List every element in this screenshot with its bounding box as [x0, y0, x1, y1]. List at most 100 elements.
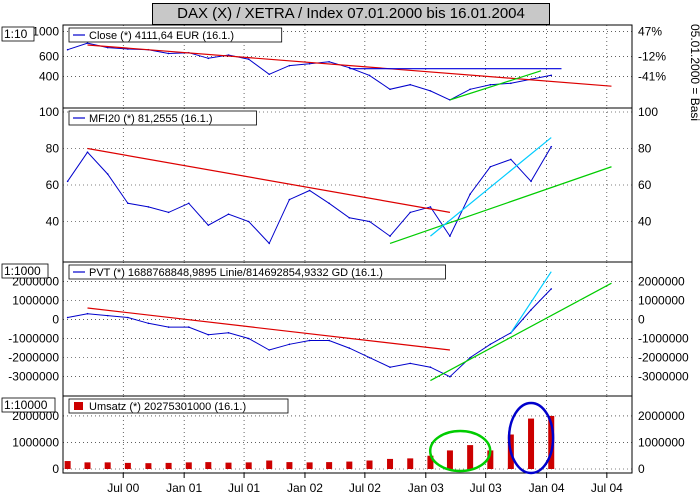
pvt-ytick-right-1: 1000000: [638, 293, 685, 307]
price-point-10: [268, 73, 271, 76]
mfi-point-18: [429, 206, 432, 208]
pvt-point-23: [530, 309, 532, 311]
mfi-point-16: [389, 235, 391, 237]
price-point-20: [469, 88, 471, 91]
pvt-trendline-0: [87, 307, 451, 351]
pvt-ytick-right-3: -1000000: [638, 332, 689, 346]
pvt-scale-label: 1:1000: [4, 264, 41, 278]
pvt-point-3: [127, 316, 129, 319]
mfi-trendline-0: [87, 147, 451, 213]
volume-bar-19: [446, 450, 453, 469]
price-scale-label-box: [1, 26, 35, 42]
price-ytick-right-1: -12%: [638, 50, 666, 64]
price-point-17: [409, 83, 412, 86]
mfi-ytick-right-3: 40: [638, 215, 652, 229]
pvt-ytick-right-0: 2000000: [638, 274, 685, 288]
mfi-point-0: [66, 180, 69, 183]
xtick-label-8: Jul 04: [591, 481, 623, 495]
pvt-point-1: [86, 312, 89, 315]
price-legend-box: [68, 27, 283, 43]
price-ytick-right-0: 47%: [638, 24, 662, 38]
volume-bar-4: [145, 463, 152, 469]
mfi-ytick-right-0: 100: [638, 105, 658, 119]
price-legend-text: Close (*) 4111,64 EUR (16.1.): [89, 30, 234, 42]
pvt-ytick-right-4: -2000000: [638, 351, 689, 365]
volume-ytick-left-0: 2000000: [12, 409, 59, 423]
price-ytick-left-0: 1000: [32, 24, 59, 38]
price-point-11: [288, 64, 291, 67]
xtick-label-0: Jul 00: [107, 481, 139, 495]
mfi-legend-text: MFI20 (*) 81,2555 (16.1.): [89, 113, 213, 125]
volume-frame: [62, 395, 633, 474]
mfi-point-24: [550, 145, 553, 148]
mfi-point-19: [449, 235, 451, 237]
price-point-13: [328, 61, 330, 63]
price-series-line: [67, 42, 552, 101]
mfi-point-17: [409, 211, 412, 214]
mfi-legend-box: [68, 110, 257, 126]
volume-bar-3: [124, 462, 131, 469]
volume-bar-23: [528, 418, 535, 469]
xtick-label-5: Jan 03: [408, 481, 444, 495]
pvt-series-line: [67, 288, 552, 378]
pvt-ytick-left-3: -1000000: [8, 332, 59, 346]
price-point-22: [510, 82, 512, 85]
price-point-18: [429, 90, 432, 92]
volume-bar-14: [346, 461, 353, 469]
volume-legend-text: Umsatz (*) 20275301000 (16.1.): [89, 401, 246, 413]
mfi-point-13: [328, 202, 330, 205]
volume-ytick-left-1: 1000000: [12, 435, 59, 449]
volume-bar-20: [467, 445, 474, 469]
pvt-ytick-right-5: -3000000: [638, 370, 689, 384]
pvt-legend-text: PVT (*) 1688768848,9895 Linie/814692854,…: [89, 267, 383, 279]
pvt-point-21: [489, 343, 492, 346]
price-point-12: [308, 62, 311, 65]
volume-bar-1: [84, 462, 91, 469]
mfi-point-15: [368, 220, 371, 223]
volume-scale-label-box: [1, 397, 56, 413]
mfi-point-2: [106, 173, 109, 175]
volume-scale-label: 1:10000: [4, 398, 48, 412]
volume-bar-11: [286, 462, 293, 469]
mfi-ytick-left-2: 60: [46, 178, 60, 192]
mfi-point-7: [207, 224, 210, 226]
pvt-point-16: [389, 366, 391, 368]
volume-bar-15: [366, 460, 373, 469]
pvt-point-19: [449, 375, 451, 378]
mfi-ytick-right-1: 80: [638, 142, 652, 156]
mfi-point-20: [469, 193, 471, 195]
pvt-point-12: [308, 339, 311, 342]
price-trendline-2: [449, 70, 542, 101]
mfi-ytick-left-1: 80: [46, 142, 60, 156]
volume-bar-6: [185, 462, 192, 469]
xtick-label-6: Jul 03: [470, 481, 502, 495]
mfi-trendline-2: [430, 137, 552, 237]
mfi-point-12: [308, 189, 311, 192]
pvt-point-9: [247, 337, 250, 340]
volume-ytick-right-0: 2000000: [638, 409, 685, 423]
volume-bar-21: [487, 450, 494, 469]
pvt-point-13: [328, 339, 330, 342]
volume-bar-7: [205, 462, 212, 469]
volume-bar-9: [245, 462, 252, 469]
mfi-point-1: [86, 151, 89, 153]
mfi-series-line: [67, 146, 552, 245]
mfi-point-5: [167, 211, 170, 214]
price-ytick-right-2: -41%: [638, 70, 666, 84]
volume-bar-2: [104, 462, 111, 469]
volume-bar-0: [64, 461, 71, 469]
pvt-point-24: [550, 288, 553, 290]
mfi-point-11: [288, 198, 291, 201]
mfi-point-23: [530, 180, 532, 183]
highlight-ellipse-green: [428, 429, 492, 473]
mfi-point-14: [348, 217, 351, 219]
xtick-label-4: Jul 02: [349, 481, 381, 495]
pvt-point-8: [227, 332, 230, 334]
mfi-point-9: [247, 220, 250, 223]
pvt-point-4: [147, 322, 150, 325]
xtick-label-2: Jul 01: [228, 481, 260, 495]
price-scale-label: 1:10: [4, 27, 28, 41]
volume-ytick-left-2: 0: [52, 462, 59, 476]
